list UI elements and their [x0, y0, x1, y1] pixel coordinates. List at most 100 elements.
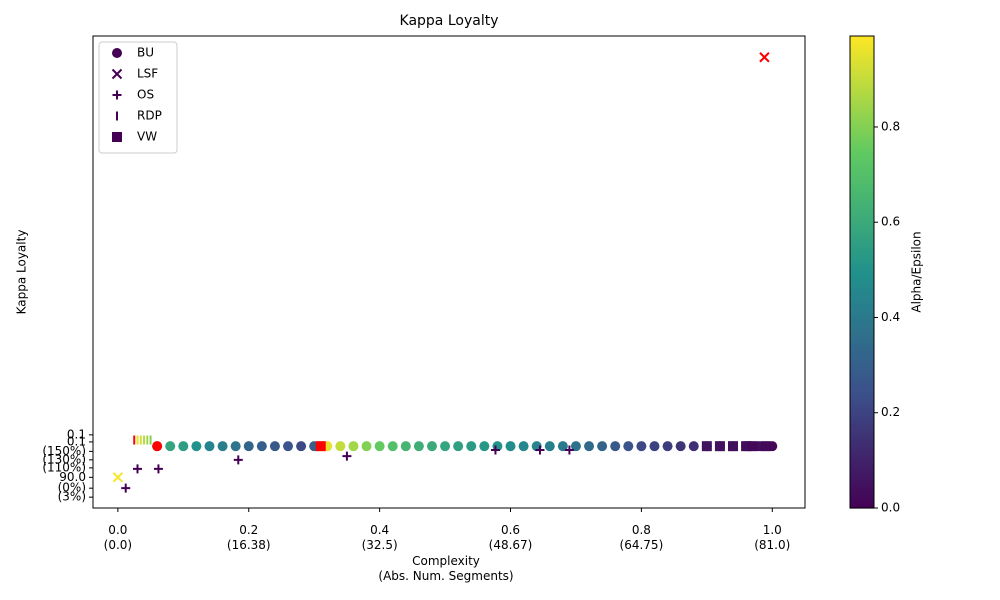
colorbar-band	[850, 304, 874, 309]
colorbar-band	[850, 200, 874, 205]
colorbar-band	[850, 276, 874, 281]
colorbar-tick-label: 0.6	[881, 215, 900, 229]
colorbar-band	[850, 220, 874, 225]
colorbar-band	[850, 500, 874, 505]
point	[233, 455, 243, 465]
colorbar-band	[850, 68, 874, 73]
colorbar-band	[850, 404, 874, 409]
y-tick-label: (0%)	[58, 481, 86, 495]
colorbar-band	[850, 64, 874, 69]
point	[426, 441, 437, 452]
point	[230, 441, 241, 452]
point	[714, 441, 725, 452]
colorbar-band	[850, 268, 874, 273]
point	[387, 441, 398, 452]
colorbar-band	[850, 120, 874, 125]
point	[191, 441, 202, 452]
point	[374, 441, 385, 452]
point	[610, 441, 621, 452]
colorbar-band	[850, 188, 874, 193]
point	[584, 441, 595, 452]
x-tick-label: 0.0 (0.0)	[103, 523, 133, 552]
colorbar-band	[850, 136, 874, 141]
colorbar-tick-label: 0.0	[881, 501, 900, 515]
x-tick-label: 0.8 (64.75)	[619, 523, 664, 552]
point	[348, 441, 359, 452]
point	[597, 441, 608, 452]
legend-label: BU	[137, 46, 154, 60]
colorbar-band	[850, 492, 874, 497]
colorbar-band	[850, 160, 874, 165]
colorbar-tick-label: 0.2	[881, 405, 900, 419]
colorbar-band	[850, 424, 874, 429]
colorbar-frame	[849, 35, 875, 509]
point	[400, 441, 411, 452]
colorbar-band	[850, 328, 874, 333]
colorbar-band	[850, 132, 874, 137]
colorbar-band	[850, 472, 874, 477]
colorbar-band	[850, 156, 874, 161]
y-tick-label: 0.1	[67, 434, 86, 448]
y-tick-label: (150%)	[42, 444, 86, 458]
colorbar-band	[850, 204, 874, 209]
chart-title: Kappa Loyalty	[400, 13, 499, 29]
colorbar-band	[850, 332, 874, 337]
colorbar-band	[850, 48, 874, 53]
colorbar-band	[850, 388, 874, 393]
colorbar-band	[850, 252, 874, 257]
colorbar-band	[850, 264, 874, 269]
colorbar-band	[850, 40, 874, 45]
colorbar-band	[850, 284, 874, 289]
x-tick-label: 0.6 (48.67)	[488, 523, 533, 552]
colorbar-band	[850, 296, 874, 301]
y-tick-label: (3%)	[58, 490, 86, 504]
colorbar-band	[850, 88, 874, 93]
colorbar-band	[850, 260, 874, 265]
point	[564, 445, 574, 455]
colorbar-band	[850, 216, 874, 221]
colorbar-band	[850, 108, 874, 113]
colorbar-band	[850, 312, 874, 317]
point	[440, 441, 451, 452]
point	[535, 445, 545, 455]
legend-marker	[112, 90, 122, 100]
colorbar-band	[850, 208, 874, 213]
colorbar-band	[850, 228, 874, 233]
legend-label: LSF	[137, 67, 158, 81]
colorbar-band	[850, 80, 874, 85]
colorbar-band	[850, 240, 874, 245]
point	[623, 441, 634, 452]
colorbar-band	[850, 488, 874, 493]
colorbar-band	[850, 84, 874, 89]
points	[112, 52, 778, 493]
colorbar-band	[850, 416, 874, 421]
point	[505, 441, 516, 452]
colorbar-band	[850, 324, 874, 329]
point	[688, 441, 699, 452]
y-tick-label: (110%)	[42, 460, 86, 474]
colorbar-band	[850, 348, 874, 353]
point	[701, 441, 712, 452]
point	[760, 441, 771, 452]
point	[636, 441, 647, 452]
colorbar-band	[850, 340, 874, 345]
colorbar-band	[850, 356, 874, 361]
point	[518, 441, 529, 452]
colorbar-band	[850, 36, 874, 41]
point	[649, 441, 660, 452]
colorbar-band	[850, 148, 874, 153]
colorbar-band	[850, 384, 874, 389]
y-axis-label: Kappa Loyalty	[15, 230, 29, 315]
colorbar-band	[850, 272, 874, 277]
colorbar-band	[850, 380, 874, 385]
point	[121, 483, 131, 493]
x-tick-label: 0.4 (32.5)	[361, 523, 398, 552]
colorbar-band	[850, 396, 874, 401]
legend-label: VW	[137, 130, 157, 144]
point	[217, 441, 228, 452]
colorbar-tick-label: 0.4	[881, 310, 900, 324]
colorbar-band	[850, 364, 874, 369]
colorbar-band	[850, 436, 874, 441]
colorbar-band	[850, 292, 874, 297]
